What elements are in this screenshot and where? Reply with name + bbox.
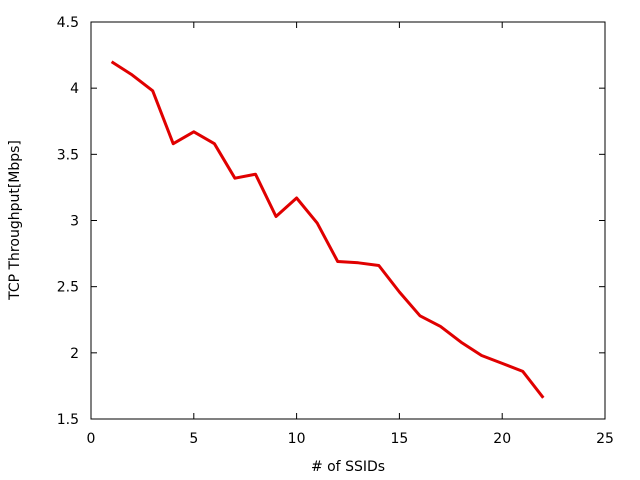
- y-tick-label: 3: [70, 214, 79, 230]
- x-axis-label: # of SSIDs: [311, 459, 385, 475]
- x-tick-label: 20: [493, 431, 511, 447]
- y-tick-label: 2: [70, 346, 79, 362]
- x-tick-label: 10: [288, 431, 306, 447]
- x-tick-label: 0: [87, 431, 96, 447]
- plot-frame: [90, 21, 606, 420]
- series-line: [110, 60, 545, 399]
- y-tick-label: 1.5: [57, 412, 79, 428]
- x-tick-label: 15: [390, 431, 408, 447]
- series-layer: [110, 60, 545, 399]
- y-axis-label: TCP Throughput[Mbps]: [7, 140, 23, 301]
- x-tick-label: 25: [596, 431, 614, 447]
- y-tick-label: 2.5: [57, 280, 79, 296]
- x-axis: 0 5 10 15 20 25: [87, 22, 614, 447]
- y-tick-label: 4: [70, 81, 79, 97]
- x-tick-label: 5: [189, 431, 198, 447]
- y-tick-label: 4.5: [57, 15, 79, 31]
- y-axis: 1.5 2 2.5 3 3.5 4 4.5: [57, 15, 605, 428]
- y-tick-label: 3.5: [57, 147, 79, 163]
